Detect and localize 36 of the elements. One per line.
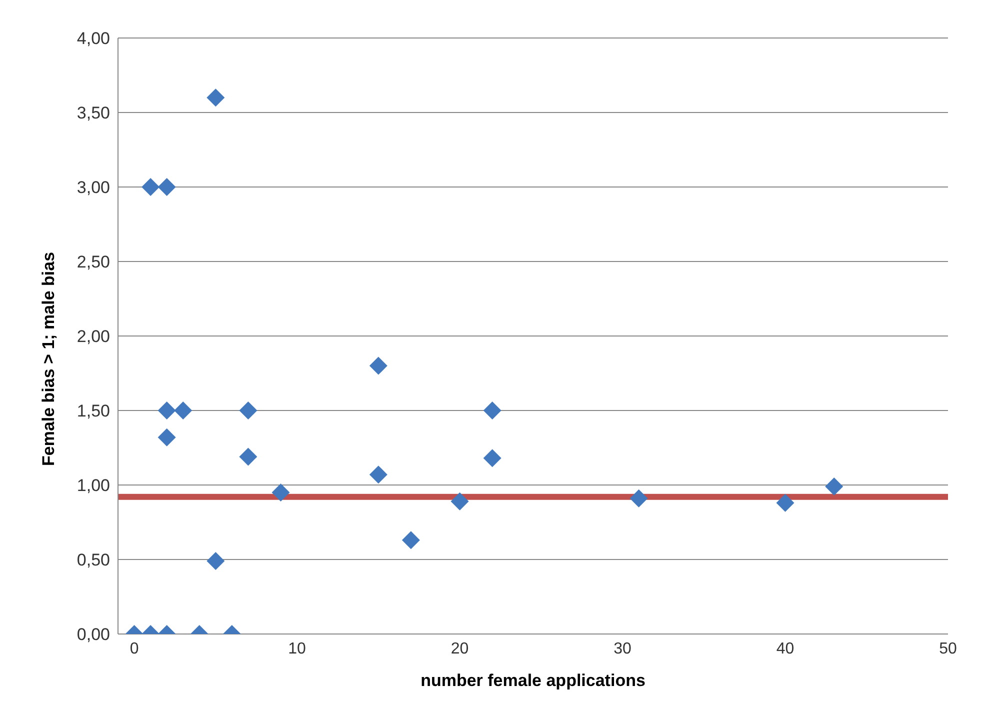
point <box>825 477 844 496</box>
y-tick-label: 0,50 <box>76 550 110 570</box>
point <box>483 449 502 468</box>
point <box>239 402 258 420</box>
x-tick-label: 10 <box>288 640 306 658</box>
point <box>206 552 225 570</box>
y-tick-label: 1,00 <box>76 476 110 496</box>
point <box>402 531 420 550</box>
x-tick-label: 50 <box>939 640 957 658</box>
point <box>158 402 176 420</box>
x-tick-label: 0 <box>130 640 139 658</box>
y-tick-label: 2,50 <box>76 252 110 272</box>
point <box>272 483 290 502</box>
point <box>776 494 794 512</box>
point <box>450 492 469 510</box>
x-tick-label: 40 <box>776 640 794 658</box>
point <box>239 448 258 466</box>
point <box>369 356 388 375</box>
point <box>158 428 176 446</box>
point <box>206 88 225 107</box>
y-tick-label: 0,00 <box>76 625 110 644</box>
point <box>174 402 192 420</box>
point <box>158 178 176 196</box>
y-tick-label: 4,00 <box>76 29 110 48</box>
x-tick-label: 20 <box>450 640 469 658</box>
point <box>369 466 388 484</box>
y-tick-label: 3,00 <box>76 178 110 198</box>
y-tick-label: 3,50 <box>76 104 110 123</box>
point <box>483 402 502 420</box>
point <box>630 489 648 508</box>
y-tick-label: 2,00 <box>76 327 110 346</box>
x-tick-label: 30 <box>614 640 632 658</box>
point <box>142 178 160 196</box>
y-tick-label: 1,50 <box>76 402 110 421</box>
x-axis-title: number female applications <box>420 671 646 690</box>
y-axis-title: Female bias > 1; male bias <box>39 252 58 466</box>
